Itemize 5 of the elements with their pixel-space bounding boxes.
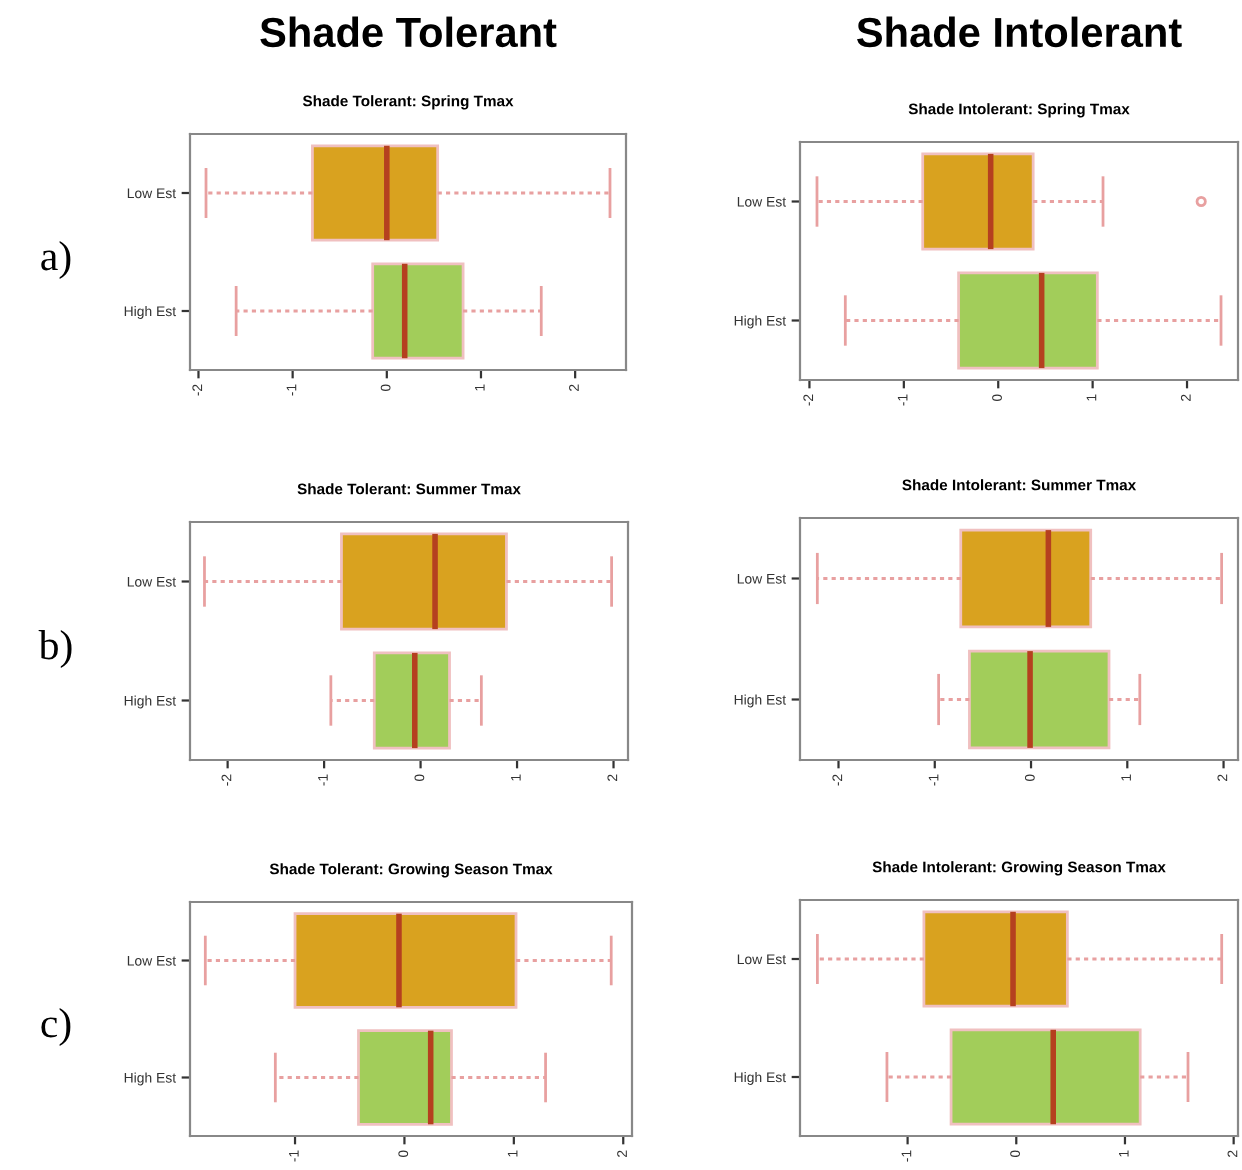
- text: c): [41, 1008, 71, 1046]
- text: Shade Tolerant: [260, 16, 557, 48]
- text: b): [38, 630, 72, 668]
- text: Shade Intolerant: [856, 16, 1182, 48]
- text: a): [41, 241, 71, 279]
